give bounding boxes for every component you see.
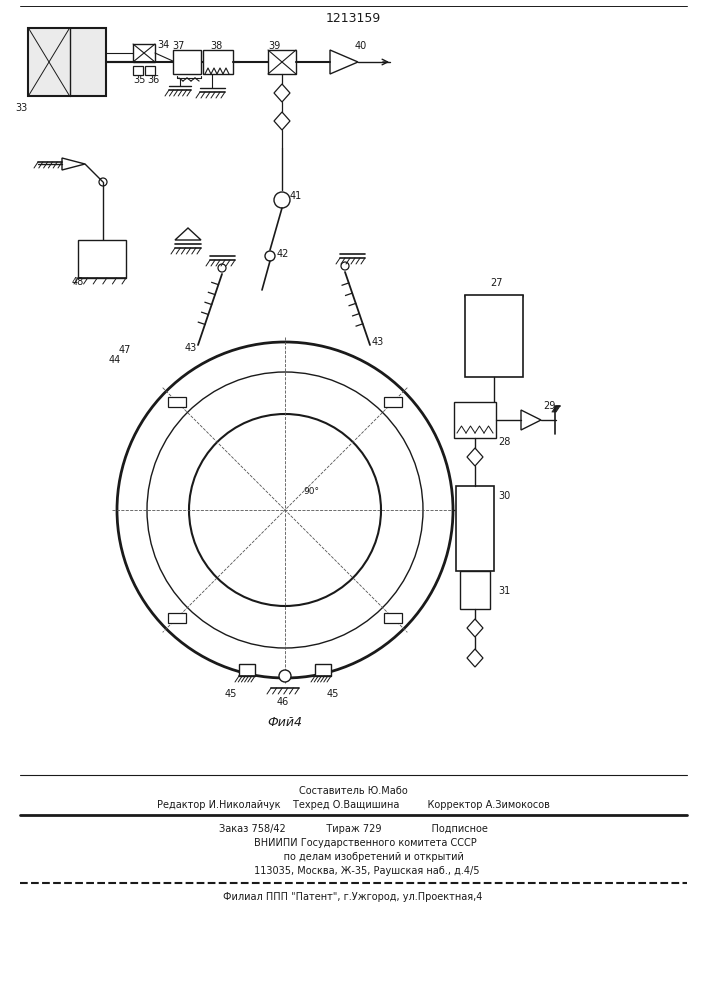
Text: 39: 39	[268, 41, 280, 51]
Bar	[460, 571, 490, 609]
Bar	[456, 486, 494, 571]
Text: 44: 44	[109, 355, 121, 365]
Text: Фий4: Фий4	[267, 716, 303, 730]
Circle shape	[218, 264, 226, 272]
Text: 37: 37	[172, 41, 185, 51]
Text: 27: 27	[490, 278, 503, 288]
Circle shape	[189, 414, 381, 606]
Bar	[384, 397, 402, 407]
Text: 113035, Москва, Ж-35, Раушская наб., д.4/5: 113035, Москва, Ж-35, Раушская наб., д.4…	[226, 866, 480, 876]
Text: 31: 31	[498, 586, 510, 596]
Bar	[268, 50, 296, 74]
Text: 40: 40	[355, 41, 367, 51]
Bar	[168, 613, 186, 623]
Bar	[203, 50, 233, 74]
Text: по делам изобретений и открытий: по делам изобретений и открытий	[243, 852, 463, 862]
Bar	[465, 295, 523, 377]
Text: 45: 45	[225, 689, 238, 699]
Bar	[239, 664, 255, 676]
Bar	[168, 397, 186, 407]
Text: 29: 29	[543, 401, 556, 411]
Text: Заказ 758/42             Тираж 729                Подписное: Заказ 758/42 Тираж 729 Подписное	[218, 824, 487, 834]
Text: Составитель Ю.Мабо: Составитель Ю.Мабо	[298, 786, 407, 796]
Bar	[133, 66, 143, 75]
Circle shape	[265, 251, 275, 261]
Circle shape	[279, 670, 291, 682]
Text: ВНИИПИ Государственного комитета СССР: ВНИИПИ Государственного комитета СССР	[229, 838, 477, 848]
Bar	[454, 402, 496, 438]
Bar	[384, 613, 402, 623]
Text: 38: 38	[210, 41, 222, 51]
Text: 43: 43	[372, 337, 384, 347]
Text: 45: 45	[327, 689, 339, 699]
Text: Редактор И.Николайчук    Техред О.Ващишина         Корректор А.Зимокосов: Редактор И.Николайчук Техред О.Ващишина …	[156, 800, 549, 810]
Bar	[145, 66, 155, 75]
Text: 30: 30	[498, 491, 510, 501]
Bar	[78, 240, 126, 278]
Circle shape	[99, 178, 107, 186]
Bar	[28, 28, 106, 96]
Bar	[133, 44, 155, 62]
Text: 34: 34	[157, 40, 169, 50]
Bar	[315, 664, 331, 676]
Text: 43: 43	[185, 343, 197, 353]
Text: 42: 42	[277, 249, 289, 259]
Circle shape	[274, 192, 290, 208]
Text: 46: 46	[277, 697, 289, 707]
Text: 33: 33	[15, 103, 28, 113]
Text: Филиал ППП "Патент", г.Ужгород, ул.Проектная,4: Филиал ППП "Патент", г.Ужгород, ул.Проек…	[223, 892, 483, 902]
Circle shape	[117, 342, 453, 678]
Text: 48: 48	[72, 277, 84, 287]
Bar	[173, 50, 201, 74]
Circle shape	[341, 262, 349, 270]
Text: 36: 36	[147, 75, 159, 85]
Text: 47: 47	[119, 345, 132, 355]
Text: 28: 28	[498, 437, 510, 447]
Text: 90°: 90°	[303, 488, 319, 496]
Text: 41: 41	[290, 191, 303, 201]
Text: 35: 35	[133, 75, 146, 85]
Text: 1213159: 1213159	[325, 11, 380, 24]
